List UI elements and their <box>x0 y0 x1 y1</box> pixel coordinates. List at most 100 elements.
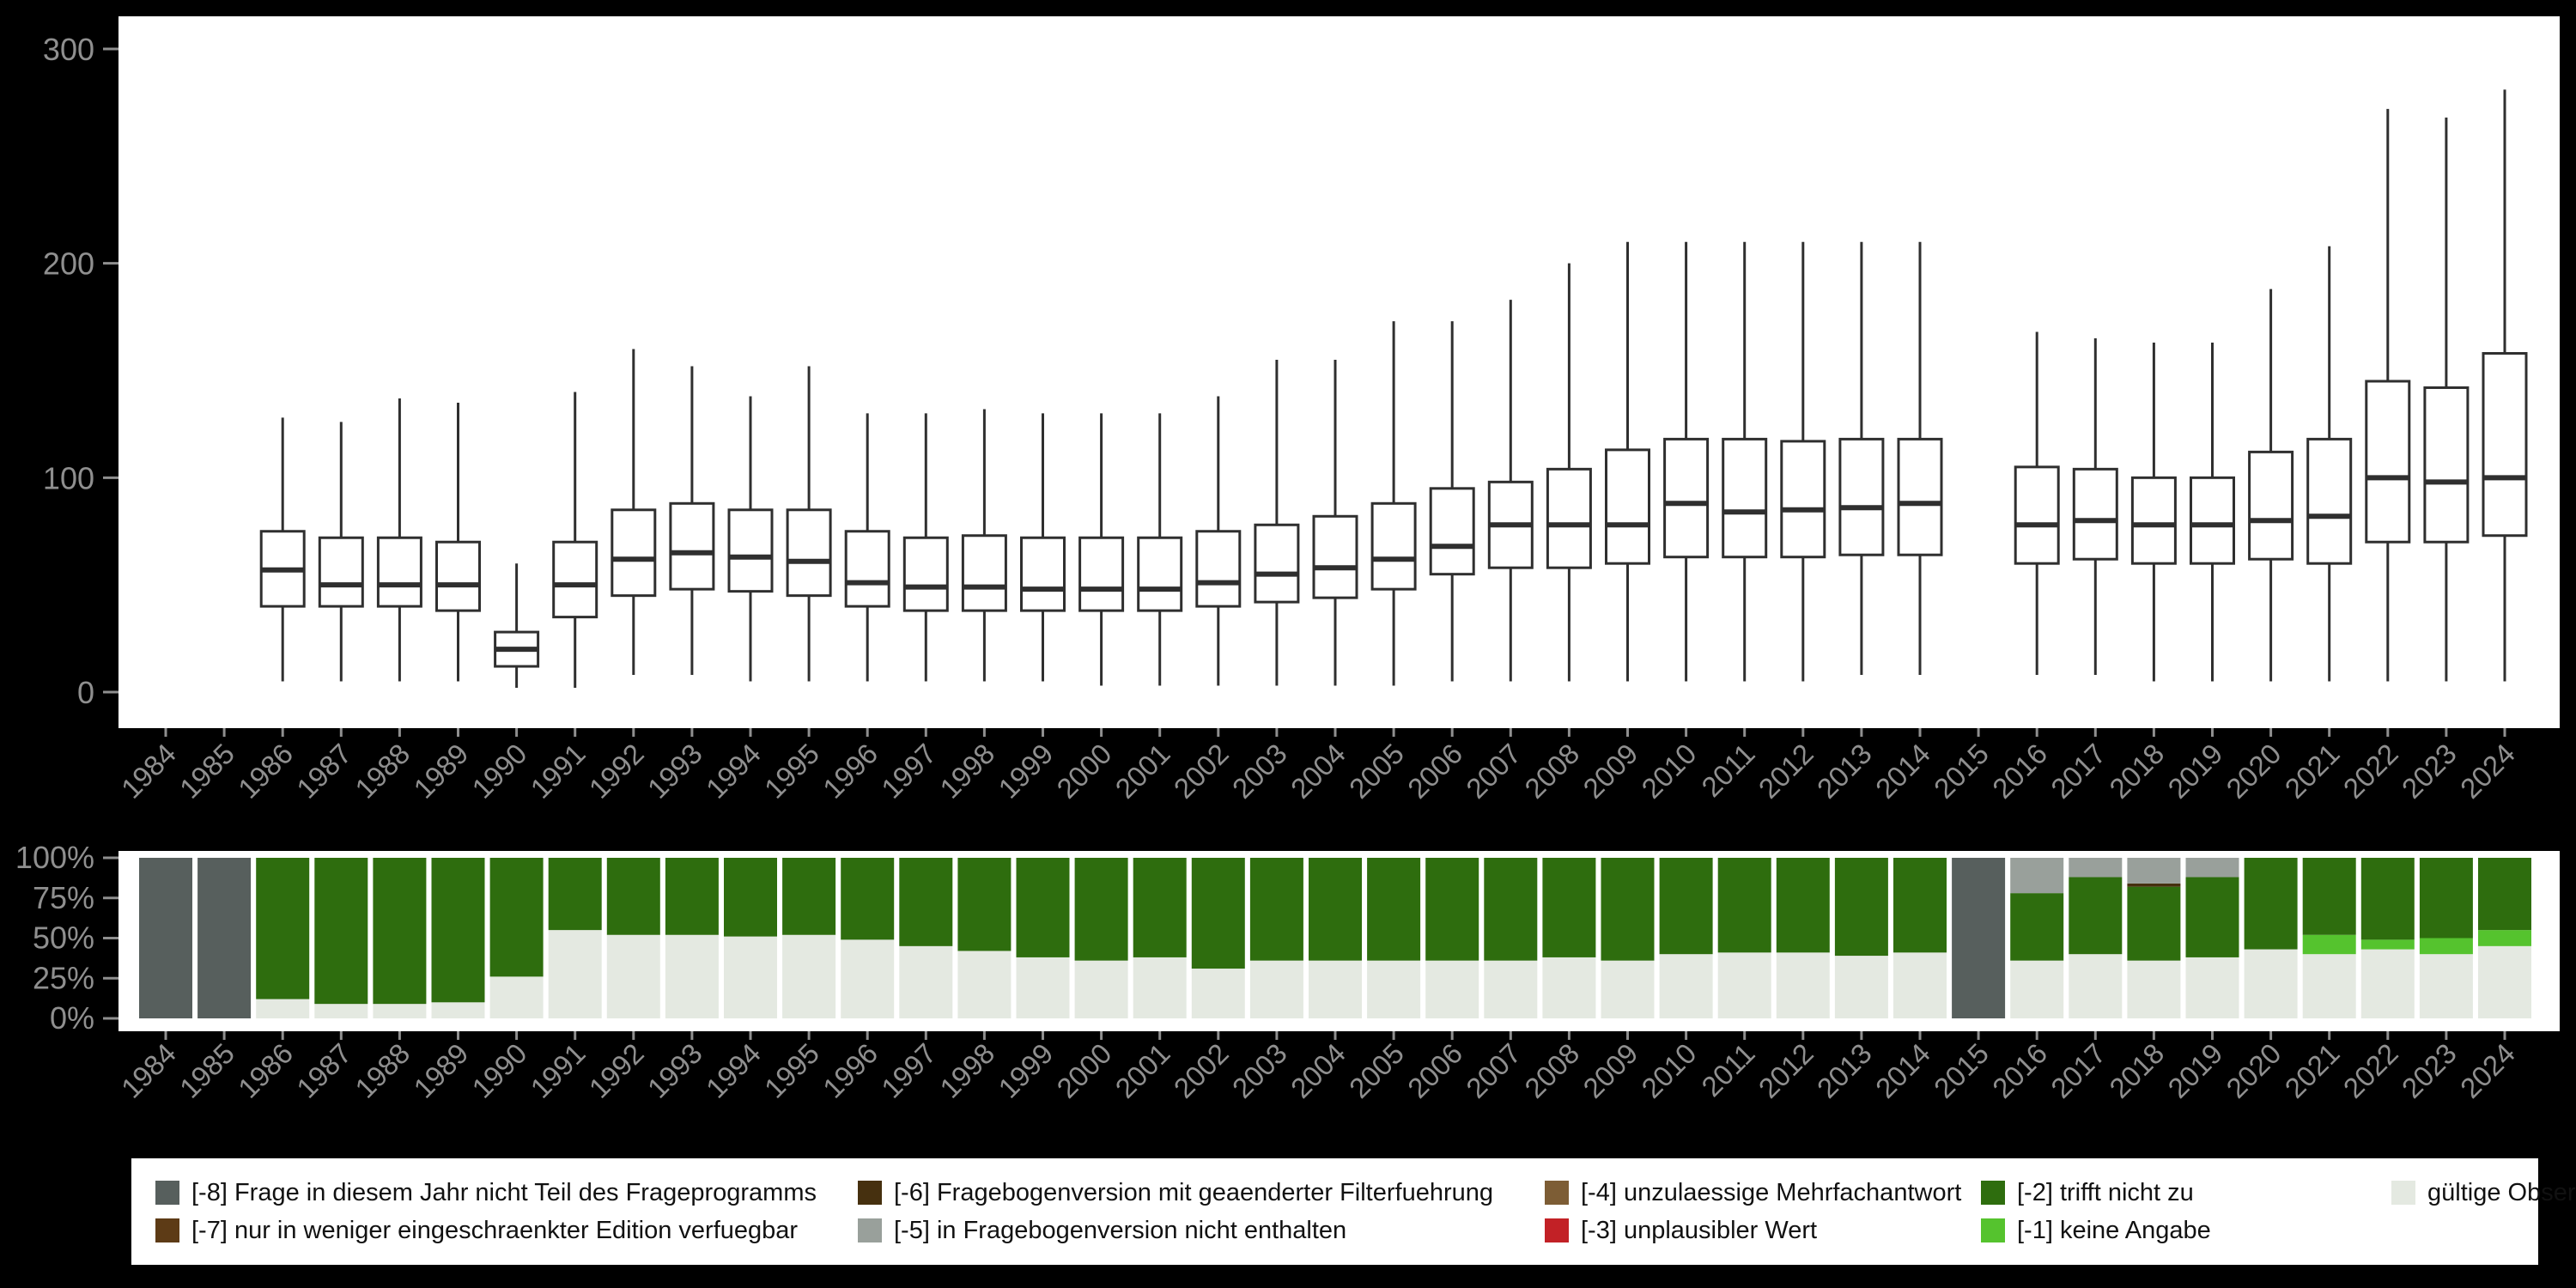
x-axis-year-label: 2005 <box>1343 738 1410 805</box>
stacked-bar-segment <box>1367 858 1421 961</box>
legend-swatch-icon <box>155 1181 179 1205</box>
x-axis-year-label: 2013 <box>1811 1037 1878 1104</box>
stacked-bar-segment <box>1776 952 1830 1018</box>
x-axis-year-label: 1984 <box>115 738 182 805</box>
legend-swatch-icon <box>1981 1218 2005 1242</box>
x-axis-year-label: 1985 <box>173 1037 240 1104</box>
x-axis-year-label: 2023 <box>2396 1037 2463 1104</box>
stacked-bar-segment <box>314 1004 368 1018</box>
stacked-bar-segment <box>1074 858 1128 961</box>
box-iqr <box>1312 514 1358 599</box>
x-axis-year-label: 2019 <box>2161 1037 2228 1104</box>
legend-item: [-6] Fragebogenversion mit geaenderter F… <box>858 1179 1545 1207</box>
x-axis-year-label: 2009 <box>1577 738 1643 805</box>
x-axis-year-label: 1988 <box>349 738 416 805</box>
box-iqr <box>1780 440 1826 559</box>
stacked-bar-segment <box>724 936 777 1018</box>
stacked-bar-segment <box>256 999 310 1018</box>
box-iqr <box>1546 467 1592 569</box>
x-axis-year-label: 2008 <box>1518 738 1585 805</box>
box-iqr <box>376 536 422 608</box>
stacked-bar-segment <box>724 858 777 937</box>
box-iqr <box>1605 448 1650 565</box>
stacked-bar-segment <box>489 976 544 1018</box>
stacked-bar-segment <box>2478 858 2531 931</box>
x-axis-year-label: 2016 <box>1986 738 2053 805</box>
box-iqr <box>1663 437 1710 559</box>
box-iqr <box>1020 536 1066 612</box>
legend-item-label: gültige Observationen <box>2427 1178 2576 1206</box>
stacked-bar-segment <box>2127 960 2181 1018</box>
stacked-bar-segment <box>899 945 953 1018</box>
x-axis-year-label: 2007 <box>1460 1037 1527 1104</box>
stacked-bar-segment <box>314 858 368 1005</box>
legend: [-8] Frage in diesem Jahr nicht Teil des… <box>131 1158 2576 1265</box>
legend-swatch-icon <box>155 1218 179 1242</box>
stacked-bar-segment <box>2478 945 2531 1018</box>
legend-swatch-icon <box>1545 1181 1569 1205</box>
x-axis-year-label: 1991 <box>525 738 592 805</box>
x-axis-year-label: 2024 <box>2454 738 2521 805</box>
x-axis-year-label: 1986 <box>232 1037 299 1104</box>
x-axis-year-label: 1992 <box>583 738 650 805</box>
stacked-bar-segment <box>782 858 836 935</box>
stacked-bar-segment <box>1834 858 1888 957</box>
x-axis-year-label: 1995 <box>758 1037 825 1104</box>
stacked-bar-segment <box>2302 934 2356 955</box>
box-iqr <box>902 536 949 612</box>
box-iqr <box>1722 437 1768 559</box>
x-axis-year-label: 2020 <box>2220 1037 2287 1104</box>
stacked-bar-segment <box>1484 858 1538 961</box>
x-axis-year-label: 2010 <box>1635 1037 1702 1104</box>
x-axis-year-label: 2007 <box>1460 738 1527 805</box>
legend-row: [-7] nur in weniger eingeschraenkter Edi… <box>155 1212 2538 1249</box>
x-axis-year-label: 2003 <box>1226 738 1293 805</box>
stacked-bar-segment <box>2244 949 2298 1018</box>
x-axis-year-label: 2015 <box>1928 738 1995 805</box>
y-tick-label: 50% <box>33 920 94 956</box>
x-axis-year-label: 2015 <box>1928 1037 1995 1104</box>
stacked-bar-segment <box>1542 957 1596 1018</box>
stacked-bar-segment <box>548 930 602 1018</box>
stacked-bar-segment <box>489 858 544 977</box>
x-axis-year-label: 1996 <box>817 1037 884 1104</box>
stacked-bar-segment <box>2360 939 2415 950</box>
stacked-bar-segment <box>1659 954 1713 1018</box>
box-iqr <box>2423 386 2470 544</box>
box-iqr <box>2365 380 2411 544</box>
x-axis-year-label: 1992 <box>583 1037 650 1104</box>
x-axis-year-label: 2011 <box>1695 738 1760 803</box>
x-axis-year-label: 2003 <box>1226 1037 1293 1104</box>
x-axis-year-label: 2018 <box>2103 1037 2170 1104</box>
y-tick-label: 100% <box>15 840 94 875</box>
box-iqr <box>1078 536 1125 612</box>
legend-item: [-1] keine Angabe <box>1981 1217 2391 1245</box>
x-axis-year-label: 2001 <box>1109 1037 1176 1104</box>
legend-item: [-3] unplausibler Wert <box>1545 1217 1981 1245</box>
stacked-bar-segment <box>841 858 895 940</box>
stacked-bar-segment <box>373 858 427 1005</box>
stacked-bar-segment <box>197 858 252 1018</box>
stacked-bar-segment <box>2419 858 2473 939</box>
x-axis-year-label: 2000 <box>1050 738 1117 805</box>
box-iqr <box>1137 536 1183 612</box>
x-axis-year-label: 2021 <box>2279 1037 2346 1104</box>
x-axis-year-label: 1989 <box>407 1037 474 1104</box>
box-iqr <box>435 540 481 612</box>
x-axis-year-label: 1993 <box>641 738 708 805</box>
x-axis-year-label: 1990 <box>465 738 532 805</box>
stacked-bar-segment <box>1133 957 1187 1018</box>
y-tick-label: 0 <box>77 675 94 710</box>
x-axis-year-label: 1996 <box>817 738 884 805</box>
stacked-bar-segment <box>431 1002 485 1018</box>
stacked-bar-segment <box>1016 957 1070 1018</box>
stacked-bar-segment <box>606 934 660 1018</box>
x-axis-year-label: 2004 <box>1285 1037 1352 1104</box>
legend-swatch-icon <box>858 1181 882 1205</box>
x-axis-year-label: 2013 <box>1811 738 1878 805</box>
x-axis-year-label: 2004 <box>1285 738 1352 805</box>
legend-item-label: [-4] unzulaessige Mehrfachantwort <box>1581 1178 1962 1206</box>
stacked-bar-segment <box>1834 956 1888 1018</box>
stacked-bar-segment <box>899 858 953 946</box>
stacked-bar-segment <box>2419 938 2473 955</box>
